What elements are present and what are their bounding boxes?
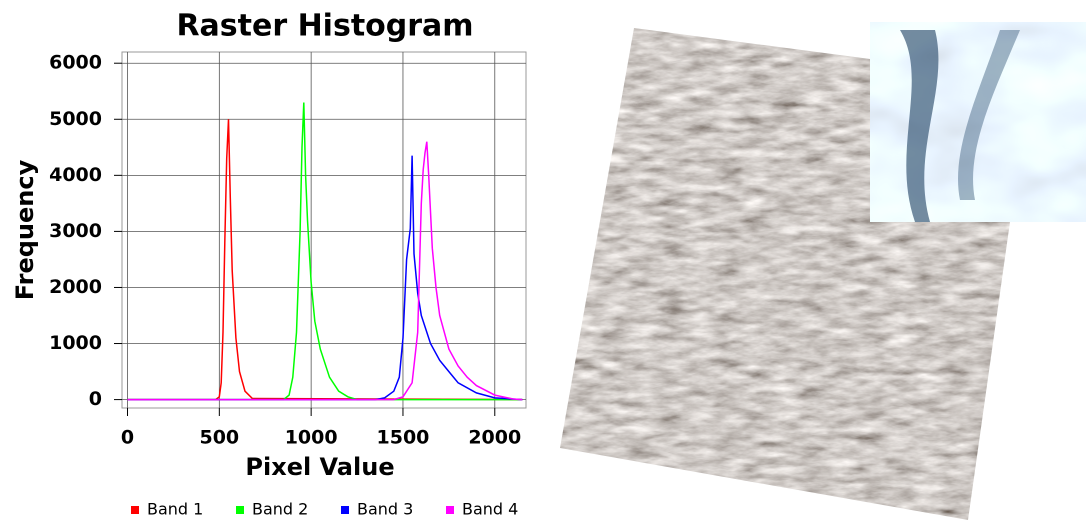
legend-label: Band 4 bbox=[462, 500, 518, 519]
x-tick-label: 500 bbox=[199, 427, 239, 449]
legend-swatch bbox=[341, 506, 349, 514]
inset-image bbox=[870, 22, 1086, 222]
legend-swatch bbox=[131, 506, 139, 514]
x-tick-label: 1000 bbox=[285, 427, 338, 449]
legend-swatch bbox=[236, 506, 244, 514]
page: Raster Histogram Pixel Value Frequency 0… bbox=[0, 0, 1086, 522]
y-tick-label: 5000 bbox=[49, 108, 102, 130]
legend-label: Band 2 bbox=[252, 500, 308, 519]
x-tick-label: 0 bbox=[121, 427, 134, 449]
y-tick-label: 4000 bbox=[49, 164, 102, 186]
legend-label: Band 1 bbox=[147, 500, 203, 519]
plot-area bbox=[122, 52, 526, 408]
x-axis-label: Pixel Value bbox=[245, 453, 394, 481]
y-tick-label: 1000 bbox=[49, 332, 102, 354]
y-tick-label: 0 bbox=[89, 388, 102, 410]
y-tick-label: 3000 bbox=[49, 220, 102, 242]
legend-label: Band 3 bbox=[357, 500, 413, 519]
y-tick-label: 2000 bbox=[49, 276, 102, 298]
legend-swatch bbox=[446, 506, 454, 514]
y-axis-label: Frequency bbox=[11, 159, 39, 300]
x-tick-label: 1500 bbox=[377, 427, 430, 449]
chart-title: Raster Histogram bbox=[176, 9, 473, 44]
y-tick-label: 6000 bbox=[49, 52, 102, 74]
x-tick-label: 2000 bbox=[468, 427, 521, 449]
